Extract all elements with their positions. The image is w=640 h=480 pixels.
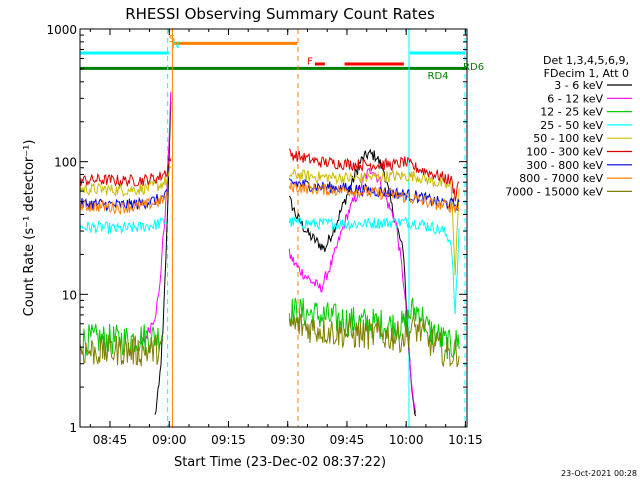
legend-header-1: FDecim 1, Att 0 — [544, 67, 629, 80]
x-tick-label-0: 08:45 — [93, 433, 128, 447]
series-line-1 — [138, 91, 417, 414]
legend-label-6: 300 - 800 keV — [526, 159, 603, 172]
x-tick-label-4: 09:45 — [330, 433, 365, 447]
y-axis-label: Count Rate (s⁻¹ detector⁻¹) — [22, 140, 37, 317]
series-line-2 — [80, 297, 460, 360]
y-tick-label-1: 10 — [62, 288, 77, 302]
legend-label-5: 100 - 300 keV — [526, 146, 603, 159]
legend-label-1: 6 - 12 keV — [547, 92, 603, 105]
legend: Det 1,3,4,5,6,9,FDecim 1, Att 03 - 6 keV… — [505, 54, 632, 198]
series-line-4 — [80, 166, 460, 276]
x-tick-label-1: 09:00 — [152, 433, 187, 447]
series-line-6 — [80, 178, 460, 212]
series-line-0 — [154, 101, 417, 417]
annotation-0: S — [169, 34, 175, 45]
y-tick-label-3: 1000 — [46, 23, 77, 37]
legend-label-7: 800 - 7000 keV — [519, 172, 603, 185]
series-line-8 — [80, 312, 460, 368]
y-tick-label-2: 100 — [54, 156, 77, 170]
x-tick-label-2: 09:15 — [211, 433, 246, 447]
x-tick-label-5: 10:00 — [389, 433, 424, 447]
legend-label-0: 3 - 6 keV — [554, 79, 603, 92]
x-axis-label: Start Time (23-Dec-02 08:37:22) — [174, 455, 386, 470]
plot-frame — [79, 28, 468, 428]
chart-title: RHESSI Observing Summary Count Rates — [125, 5, 435, 23]
legend-label-2: 12 - 25 keV — [540, 106, 603, 119]
legend-label-3: 25 - 50 keV — [540, 119, 603, 132]
series-line-5 — [80, 148, 460, 202]
x-tick-label-3: 09:30 — [270, 433, 305, 447]
annotation-3: RD6 — [463, 62, 484, 73]
annotation-2: F — [307, 57, 313, 68]
annotation-4: RD4 — [428, 71, 449, 82]
legend-label-8: 7000 - 15000 keV — [505, 185, 603, 198]
series-line-3 — [80, 216, 460, 315]
x-tick-label-6: 10:15 — [448, 433, 483, 447]
footer-date: 23-Oct-2021 00:28 — [561, 469, 637, 478]
annotation-1: N — [172, 40, 179, 51]
y-tick-label-0: 1 — [69, 421, 77, 435]
legend-header-0: Det 1,3,4,5,6,9, — [543, 54, 629, 67]
legend-label-4: 50 - 100 keV — [533, 132, 603, 145]
series-line-7 — [80, 181, 460, 215]
